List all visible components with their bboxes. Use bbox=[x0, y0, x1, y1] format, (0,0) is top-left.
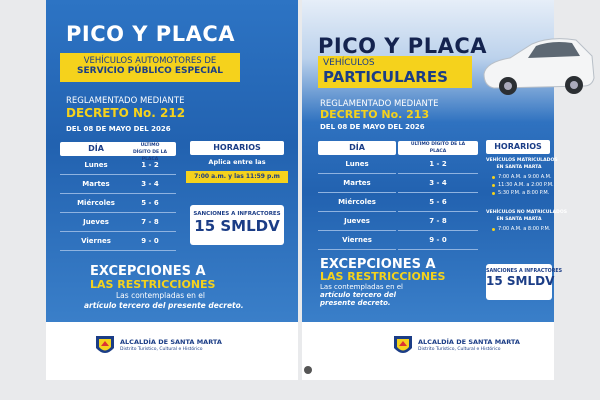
bullet bbox=[492, 228, 495, 231]
footer-tagline: Distrito Turístico, Cultural e Histórico bbox=[418, 347, 501, 352]
table-cell: Lunes bbox=[60, 161, 132, 175]
schedule-time: 11:30 A.M. a 2:00 P.M. bbox=[498, 182, 554, 188]
table-cell: Lunes bbox=[318, 160, 396, 174]
table-cell: Miércoles bbox=[60, 199, 132, 213]
table-header: ÚLTIMO DÍGITO DE LA PLACA bbox=[124, 142, 176, 162]
logo bbox=[96, 336, 114, 353]
bullet bbox=[492, 176, 495, 179]
subtitle-line: PARTICULARES bbox=[323, 68, 448, 86]
schedule-text: Aplica entre las bbox=[208, 158, 266, 166]
bullet bbox=[492, 192, 495, 195]
subtitle-box: VEHÍCULOS PARTICULARES bbox=[318, 56, 472, 88]
table-cell: 9 - 0 bbox=[124, 237, 176, 251]
title: PICO Y PLACA bbox=[66, 22, 235, 46]
decree-intro: REGLAMENTADO MEDIANTE bbox=[320, 99, 439, 109]
schedule-time: 5:30 P.M. a 8:00 P.M. bbox=[498, 190, 550, 196]
car-image bbox=[483, 38, 595, 95]
exceptions-text: Las contempladas en el bbox=[320, 283, 404, 291]
table-cell: Jueves bbox=[318, 217, 396, 231]
decree-date: DEL 08 DE MAYO DEL 2026 bbox=[66, 125, 171, 133]
subtitle-line: SERVICIO PÚBLICO ESPECIAL bbox=[77, 66, 223, 76]
table-cell: 5 - 6 bbox=[124, 199, 176, 213]
carousel-dot[interactable] bbox=[304, 366, 312, 374]
exceptions-text: artículo tercero del bbox=[320, 291, 396, 299]
logo bbox=[394, 336, 412, 353]
table-cell: 7 - 8 bbox=[398, 217, 478, 231]
table-cell: Viernes bbox=[60, 237, 132, 251]
footer-name: ALCALDÍA DE SANTA MARTA bbox=[418, 338, 520, 346]
exceptions-title: EXCEPCIONES A bbox=[320, 257, 436, 272]
exceptions-text: presente decreto. bbox=[320, 299, 391, 307]
sanctions-box: SANCIONES A INFRACTORES 15 SMLDV bbox=[486, 264, 563, 300]
schedule-time: 7:00 A.M. a 8:00 P.M. bbox=[498, 226, 551, 232]
decree-number: DECRETO No. 213 bbox=[320, 108, 430, 121]
sanctions-value: 15 SMLDV bbox=[194, 217, 280, 235]
schedule-heading: VEHÍCULOS MATRICULADOS bbox=[486, 158, 558, 163]
title: PICO Y PLACA bbox=[318, 34, 487, 58]
schedule-heading: EN SANTA MARTA bbox=[496, 165, 542, 170]
exceptions-title: EXCEPCIONES A bbox=[90, 264, 206, 279]
table-header: DÍA bbox=[60, 142, 132, 156]
poster: PICO Y PLACA VEHÍCULOS PARTICULARES REGL… bbox=[302, 0, 595, 380]
subtitle-line: VEHÍCULOS AUTOMOTORES DE bbox=[83, 56, 217, 66]
exceptions-title: LAS RESTRICCIONES bbox=[320, 270, 446, 283]
table-cell: 3 - 4 bbox=[398, 179, 478, 193]
table-cell: Martes bbox=[318, 179, 396, 193]
footer-name: ALCALDÍA DE SANTA MARTA bbox=[120, 338, 222, 346]
exceptions-text: artículo tercero del presente decreto. bbox=[84, 301, 244, 310]
sanctions-value: 15 SMLDV bbox=[486, 274, 555, 288]
table-cell: 3 - 4 bbox=[124, 180, 176, 194]
decree-number: DECRETO No. 212 bbox=[66, 106, 186, 120]
decree-intro: REGLAMENTADO MEDIANTE bbox=[66, 96, 185, 106]
table-header: DÍA bbox=[318, 141, 396, 155]
exceptions-title: LAS RESTRICCIONES bbox=[90, 278, 216, 291]
table-cell: Miércoles bbox=[318, 198, 396, 212]
table-cell: Jueves bbox=[60, 218, 132, 232]
bullet bbox=[492, 184, 495, 187]
sanctions-box: SANCIONES A INFRACTORES 15 SMLDV bbox=[190, 205, 284, 245]
table-cell: Viernes bbox=[318, 236, 396, 250]
poster: PICO Y PLACA VEHÍCULOS AUTOMOTORES DE SE… bbox=[46, 0, 298, 380]
footer-tagline: Distrito Turístico, Cultural e Histórico bbox=[120, 347, 203, 352]
subtitle-box: VEHÍCULOS AUTOMOTORES DE SERVICIO PÚBLIC… bbox=[60, 53, 240, 82]
footer bbox=[46, 322, 298, 380]
schedule-heading: EN SANTA MARTA bbox=[496, 217, 542, 222]
schedule-title: HORARIOS bbox=[486, 140, 550, 154]
schedule-heading: VEHÍCULOS NO MATRICULADOS bbox=[486, 210, 568, 215]
schedule-hours: 7:00 a.m. y las 11:59 p.m bbox=[186, 171, 288, 183]
table-cell: 7 - 8 bbox=[124, 218, 176, 232]
table-cell: 1 - 2 bbox=[124, 161, 176, 175]
table-header: ÚLTIMO DÍGITO DE LA PLACA bbox=[398, 141, 478, 155]
table-cell: 9 - 0 bbox=[398, 236, 478, 250]
decree-date: DEL 08 DE MAYO DEL 2026 bbox=[320, 123, 425, 131]
exceptions-text: Las contempladas en el bbox=[116, 291, 205, 300]
schedule-title: HORARIOS bbox=[190, 141, 284, 155]
sanctions-label: SANCIONES A INFRACTORES bbox=[193, 211, 281, 217]
table-cell: 1 - 2 bbox=[398, 160, 478, 174]
schedule-time: 7:00 A.M. a 9:00 A.M. bbox=[498, 174, 552, 180]
table-cell: Martes bbox=[60, 180, 132, 194]
subtitle-line: VEHÍCULOS bbox=[323, 58, 375, 68]
table-cell: 5 - 6 bbox=[398, 198, 478, 212]
footer bbox=[302, 322, 554, 380]
sanctions-label: SANCIONES A INFRACTORES bbox=[486, 269, 563, 274]
